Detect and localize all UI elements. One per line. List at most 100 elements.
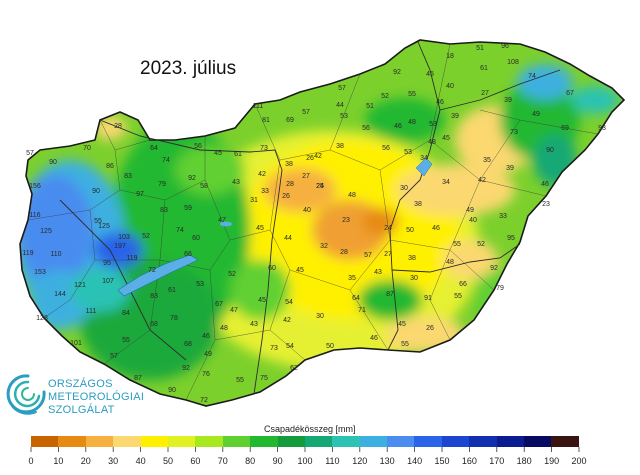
station-value: 55 <box>94 218 102 225</box>
station-value: 57 <box>302 109 310 116</box>
station-value: 96 <box>501 43 509 50</box>
station-value: 34 <box>442 179 450 186</box>
station-value: 49 <box>466 207 474 214</box>
lake-velence <box>220 221 232 227</box>
station-value: 25 <box>316 183 324 190</box>
station-value: 69 <box>286 117 294 124</box>
legend-tick-label: 110 <box>325 456 340 466</box>
station-value: 62 <box>290 365 298 372</box>
county-borders <box>27 43 599 401</box>
legend-tick-labels: 0 10 20 30 40 50 60 70 80 90 100 110 120 130 140 150 160… <box>0 456 640 470</box>
legend-swatch <box>524 436 552 447</box>
station-value: 92 <box>490 265 498 272</box>
map-title: 2023. július <box>140 58 237 79</box>
station-value: 45 <box>258 297 266 304</box>
station-value: 56 <box>362 125 370 132</box>
station-value: 72 <box>200 397 208 404</box>
legend-swatch <box>277 436 305 447</box>
station-value: 101 <box>70 340 82 347</box>
station-value: 74 <box>162 157 170 164</box>
station-value: 24 <box>384 225 392 232</box>
station-value: 60 <box>268 265 276 272</box>
station-value: 46 <box>394 123 402 130</box>
station-value: 76 <box>202 371 210 378</box>
station-value: 35 <box>483 157 491 164</box>
station-value: 67 <box>215 301 223 308</box>
station-value: 30 <box>316 313 324 320</box>
station-value: 48 <box>428 139 436 146</box>
station-value: 45 <box>214 150 222 157</box>
legend-swatch <box>167 436 196 447</box>
station-value: 61 <box>168 287 176 294</box>
station-value: 57 <box>26 150 34 157</box>
station-value: 38 <box>336 143 344 150</box>
station-value: 46 <box>541 181 549 188</box>
station-value: 45 <box>426 71 434 78</box>
station-value: 69 <box>561 125 569 132</box>
station-value: 71 <box>358 307 366 314</box>
station-value: 197 <box>114 243 126 250</box>
station-value: 153 <box>34 269 46 276</box>
station-value: 110 <box>50 251 61 258</box>
station-value: 45 <box>442 135 450 142</box>
station-value: 47 <box>218 217 226 224</box>
station-value: 56 <box>194 143 202 150</box>
logo-line-1: ORSZÁGOS <box>48 378 113 390</box>
station-value: 83 <box>150 293 158 300</box>
station-value: 30 <box>410 275 418 282</box>
legend-color-bar <box>31 436 579 447</box>
station-value: 52 <box>228 271 236 278</box>
station-value: 48 <box>408 119 416 126</box>
legend-swatch <box>441 436 470 447</box>
logo-line-3: SZOLGÁLAT <box>48 404 115 416</box>
station-value: 48 <box>220 325 228 332</box>
legend-tick-label: 160 <box>461 456 477 466</box>
station-value: 68 <box>184 341 192 348</box>
station-value: 92 <box>182 365 190 372</box>
station-value: 28 <box>114 123 122 130</box>
station-value: 55 <box>401 341 409 348</box>
station-value: 26 <box>306 155 314 162</box>
legend-tick-label: 50 <box>162 456 174 466</box>
station-value: 60 <box>192 235 200 242</box>
station-value: 73 <box>510 129 518 136</box>
station-value: 27 <box>481 90 489 97</box>
station-value: 92 <box>188 175 196 182</box>
station-value: 73 <box>260 145 268 152</box>
legend-swatch <box>359 436 388 447</box>
station-value: 119 <box>126 255 137 262</box>
legend-swatch <box>414 436 442 447</box>
station-value: 92 <box>393 69 401 76</box>
station-value: 26 <box>282 193 290 200</box>
omsz-logo-text: ORSZÁGOS METEOROLÓGIAI SZOLGÁLAT <box>48 378 144 417</box>
station-value: 26 <box>426 325 434 332</box>
station-value: 108 <box>507 59 519 66</box>
station-value: 64 <box>150 145 158 152</box>
legend-swatch <box>195 436 223 447</box>
logo-line-2: METEOROLÓGIAI <box>48 391 145 403</box>
station-value: 53 <box>340 113 348 120</box>
station-value: 78 <box>170 315 178 322</box>
station-value: 68 <box>150 321 158 328</box>
legend-tick-label: 100 <box>297 456 313 466</box>
station-value: 50 <box>406 227 414 234</box>
station-value: 55 <box>454 293 462 300</box>
station-value: 44 <box>284 235 292 242</box>
station-value: 52 <box>381 93 389 100</box>
legend-swatch <box>496 436 525 447</box>
station-value: 54 <box>285 299 293 306</box>
station-value: 44 <box>336 102 344 109</box>
legend-tick-label: 80 <box>245 456 256 466</box>
station-value: 66 <box>184 251 192 258</box>
legend-tick-label: 190 <box>544 456 560 466</box>
omsz-swirl-logo-icon <box>6 374 46 415</box>
station-value: 39 <box>504 97 512 104</box>
station-value: 40 <box>303 207 311 214</box>
station-value: 51 <box>476 45 484 52</box>
station-value: 42 <box>258 171 266 178</box>
legend-tick-label: 60 <box>190 456 201 466</box>
station-value: 33 <box>499 213 507 220</box>
station-value: 46 <box>370 335 378 342</box>
